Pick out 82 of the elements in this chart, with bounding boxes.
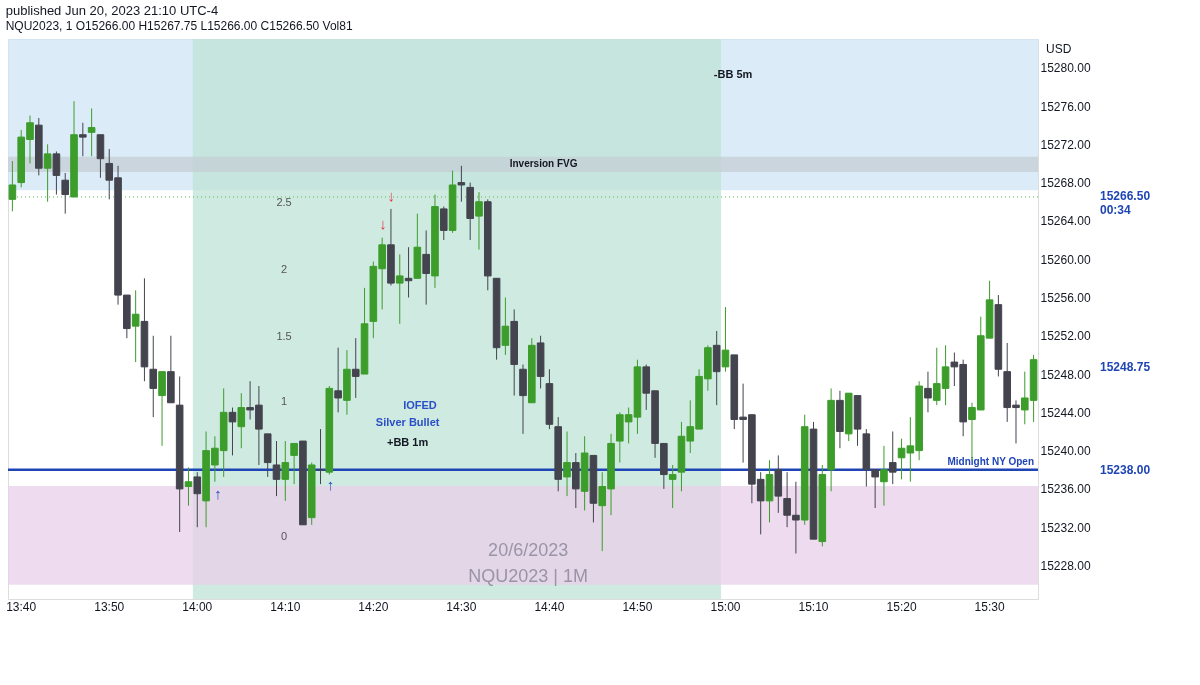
- x-tick-label: 15:00: [710, 599, 741, 614]
- candlestick: [79, 122, 87, 157]
- text: 00:34: [1100, 203, 1132, 218]
- text: 15248.75: [1100, 359, 1151, 374]
- candlestick: [395, 253, 404, 325]
- candlestick: [8, 160, 17, 212]
- y-tick-label: 15244.00: [1040, 405, 1091, 420]
- candlestick: [193, 471, 202, 528]
- candlestick: [149, 335, 158, 418]
- y-axis-title: USD: [1046, 42, 1072, 56]
- y-tick-label: 15260.00: [1040, 252, 1091, 267]
- annotation: IOFED: [403, 398, 437, 411]
- x-tick-label: 14:10: [270, 599, 301, 614]
- candlestick: [924, 371, 932, 413]
- x-tick-label: 15:10: [798, 599, 829, 614]
- band-label: Inversion FVG: [509, 158, 578, 170]
- y-tick-label: 15268.00: [1040, 176, 1091, 191]
- candlestick: [290, 442, 298, 485]
- candlestick: [228, 407, 237, 456]
- candlestick: [184, 466, 193, 507]
- x-tick-label: 15:20: [886, 599, 917, 614]
- candlestick: [237, 392, 246, 449]
- x-tick-label: 13:40: [6, 599, 37, 614]
- candlestick: [87, 107, 96, 157]
- annotation: 20/6/2023: [488, 539, 569, 560]
- y-tick-label: 15236.00: [1040, 482, 1091, 497]
- candlestick: [351, 337, 360, 399]
- y-tick-label: 15248.00: [1040, 367, 1091, 382]
- annotation: NQU2023 | 1M: [468, 566, 589, 587]
- annotation: ↑: [326, 476, 335, 494]
- candlestick: [131, 289, 140, 363]
- x-tick-label: 14:50: [622, 599, 653, 614]
- candlestick: [501, 296, 510, 356]
- candlestick: [281, 440, 290, 502]
- candlestick: [43, 143, 52, 203]
- candlestick: [721, 306, 730, 373]
- candlestick: [422, 229, 430, 306]
- y-tick-label: 15240.00: [1040, 444, 1091, 459]
- ref-line-label: Midnight NY Open: [947, 455, 1034, 467]
- x-tick-label: 14:30: [446, 599, 477, 614]
- annotation: ↓: [379, 214, 387, 232]
- annotation: -BB 5m: [713, 68, 753, 81]
- candlestick: [563, 430, 571, 497]
- candlestick: [475, 191, 483, 251]
- candlestick: [457, 165, 466, 203]
- text: 15238.00: [1100, 462, 1151, 477]
- candlestick: [880, 445, 888, 507]
- annotation: 1: [280, 395, 288, 408]
- annotation: ↑: [214, 485, 222, 503]
- candlestick: [272, 440, 281, 497]
- text: 15266.50: [1100, 189, 1151, 204]
- x-tick-label: 15:30: [974, 599, 1005, 614]
- y-tick-label: 15276.00: [1040, 99, 1091, 114]
- annotation: ↓: [387, 187, 395, 205]
- chart-subtitle: NQU2023, 1 O15266.00 H15267.75 L15266.00 C15266.50 Vol81: [5, 19, 353, 34]
- annotation: Silver Bullet: [375, 415, 440, 428]
- candlestick: [888, 430, 897, 485]
- annotation: 0: [280, 529, 288, 542]
- candlestick: [334, 347, 342, 413]
- y-tick-label: 15232.00: [1040, 520, 1091, 535]
- y-tick-label: 15280.00: [1040, 61, 1091, 76]
- annotation: +BB 1m: [387, 436, 429, 449]
- annotation: 2: [280, 263, 288, 276]
- chart-title: published Jun 20, 2023 21:10 UTC-4: [5, 3, 219, 19]
- candlestick: [96, 134, 105, 179]
- candlestick: [61, 172, 70, 215]
- y-tick-label: 15228.00: [1040, 559, 1091, 573]
- x-tick-label: 14:20: [358, 599, 389, 614]
- annotation: 1.5: [276, 329, 292, 342]
- candlestick: [668, 464, 677, 509]
- y-tick-label: 15256.00: [1040, 290, 1091, 305]
- candlestick: [404, 246, 413, 298]
- x-tick-label: 14:00: [182, 599, 213, 614]
- candlestick: [439, 206, 448, 241]
- y-tick-label: 15252.00: [1040, 329, 1091, 344]
- y-tick-label: 15272.00: [1040, 137, 1091, 152]
- x-tick-label: 13:50: [94, 599, 125, 614]
- candlestick: [52, 150, 61, 196]
- candlestick: [158, 371, 166, 447]
- x-tick-label: 14:40: [534, 599, 565, 614]
- y-tick-label: 15264.00: [1040, 214, 1091, 229]
- annotation: 2.5: [276, 196, 292, 209]
